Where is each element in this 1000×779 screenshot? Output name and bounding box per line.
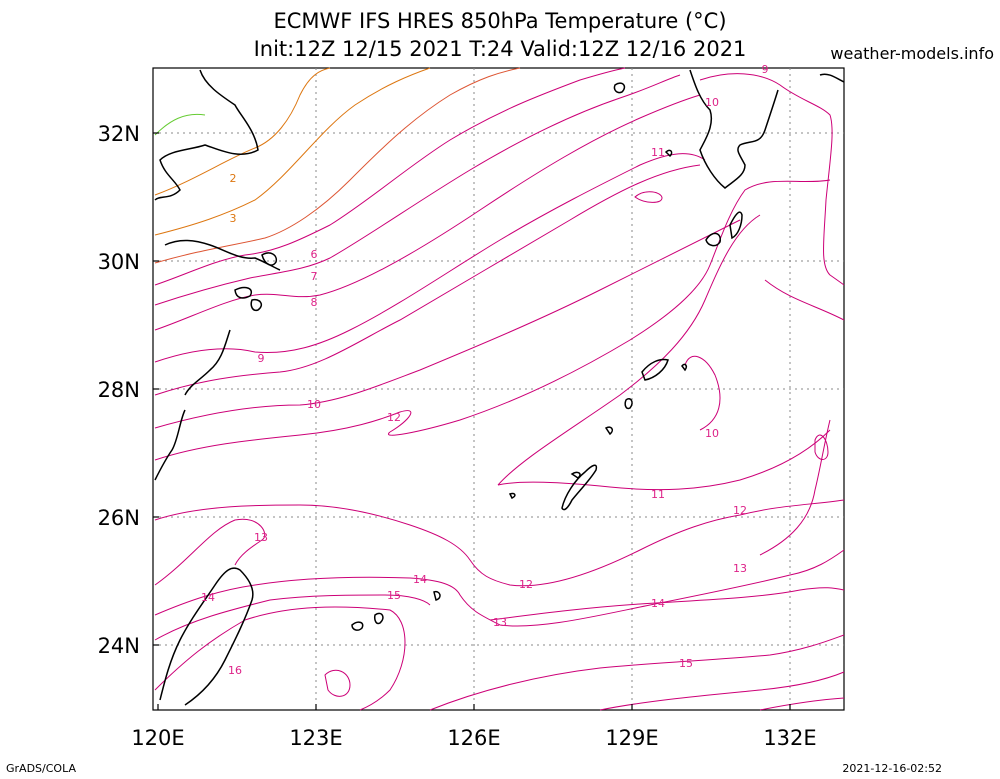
lon-tick-label: 120E — [131, 726, 184, 750]
contour-label: 3 — [230, 212, 237, 225]
coastline — [250, 298, 263, 312]
contour-line — [154, 67, 331, 196]
contour-line — [759, 419, 831, 556]
contour-labels: 2 3 6 7 8 9 10 10 10 11 11 12 12 12 13 1… — [201, 63, 769, 677]
coastline — [689, 69, 779, 189]
contour-label: 14 — [651, 597, 665, 610]
contour-label: 11 — [651, 146, 665, 159]
axis-ticks — [153, 132, 791, 710]
contour-line — [429, 634, 845, 711]
contour-line — [497, 214, 761, 486]
contour-label: 10 — [705, 96, 719, 109]
coastlines — [154, 69, 845, 706]
contour-line — [324, 669, 351, 697]
coastline — [374, 612, 384, 625]
contour-line — [154, 74, 681, 306]
contour-label: 13 — [493, 616, 507, 629]
lat-tick-label: 24N — [98, 634, 140, 658]
contour-line — [154, 606, 406, 711]
coastline — [570, 471, 581, 479]
contour-label: 16 — [228, 664, 242, 677]
coastline — [433, 590, 441, 601]
contour-label: 13 — [733, 562, 747, 575]
coastline — [624, 397, 633, 410]
contour-line — [154, 410, 412, 461]
contour-line — [154, 499, 845, 587]
contour-label: 8 — [311, 296, 318, 309]
contour-line — [154, 113, 206, 136]
contour-line — [387, 179, 831, 436]
contour-line — [154, 594, 431, 641]
coastline — [664, 149, 673, 158]
coastline — [819, 73, 845, 83]
contour-line — [759, 697, 845, 711]
coastline — [234, 286, 252, 299]
footer-credit: GrADS/COLA — [6, 762, 76, 775]
coastline — [154, 409, 186, 481]
contour-label: 6 — [311, 248, 318, 261]
lat-tick-label: 32N — [98, 122, 140, 146]
contour-line — [154, 153, 706, 363]
contour-label: 9 — [762, 63, 769, 76]
contour-line — [154, 67, 521, 264]
contour-label: 15 — [387, 589, 401, 602]
contour-label: 9 — [258, 352, 265, 365]
lon-tick-label: 132E — [763, 726, 816, 750]
contour-line — [489, 587, 845, 621]
coastline — [705, 232, 721, 247]
footer-timestamp: 2021-12-16-02:52 — [842, 762, 942, 775]
coastline — [154, 69, 259, 201]
map-title: ECMWF IFS HRES 850hPa Temperature (°C) — [273, 9, 727, 33]
contour-line — [814, 434, 829, 460]
contour-line — [154, 164, 701, 396]
coastline — [604, 426, 613, 436]
coastline — [159, 567, 254, 706]
lon-tick-label: 126E — [447, 726, 500, 750]
contour-label: 2 — [230, 172, 237, 185]
contour-line — [634, 191, 663, 203]
coastline — [261, 252, 278, 266]
contour-line — [684, 355, 721, 431]
lon-tick-label: 123E — [289, 726, 342, 750]
contour-label: 13 — [254, 531, 268, 544]
coastline — [561, 464, 598, 511]
contour-label: 12 — [387, 411, 401, 424]
coastline — [613, 82, 626, 94]
site-credit: weather-models.info — [830, 44, 994, 63]
coastline — [351, 621, 364, 631]
contour-line — [497, 429, 831, 491]
contour-label: 11 — [651, 488, 665, 501]
lon-tick-label: 129E — [605, 726, 658, 750]
contour-label: 10 — [705, 427, 719, 440]
contour-line — [154, 67, 431, 236]
contour-label: 10 — [307, 398, 321, 411]
coastline — [681, 363, 687, 372]
coastline — [184, 329, 231, 396]
contour-line — [154, 219, 741, 429]
contour-label: 14 — [413, 573, 427, 586]
contour-line — [154, 518, 266, 586]
contour-label: 15 — [679, 657, 693, 670]
contour-label: 7 — [311, 270, 318, 283]
contour-line — [154, 549, 845, 627]
contour-line — [764, 279, 845, 321]
temperature-contours — [154, 67, 845, 711]
axis-labels: 120E 123E 126E 129E 132E 24N 26N 28N 30N… — [98, 122, 817, 750]
contour-label: 12 — [519, 578, 533, 591]
contour-line — [599, 671, 845, 711]
contour-label: 14 — [201, 591, 215, 604]
contour-line — [699, 73, 845, 286]
lat-tick-label: 30N — [98, 250, 140, 274]
contour-line — [154, 67, 626, 286]
coastline — [729, 211, 743, 240]
graticule — [153, 68, 844, 710]
contour-label: 12 — [733, 504, 747, 517]
coastline — [641, 358, 669, 381]
coastline — [508, 492, 516, 499]
map-subtitle: Init:12Z 12/15 2021 T:24 Valid:12Z 12/16… — [253, 37, 747, 61]
lat-tick-label: 28N — [98, 378, 140, 402]
lat-tick-label: 26N — [98, 506, 140, 530]
